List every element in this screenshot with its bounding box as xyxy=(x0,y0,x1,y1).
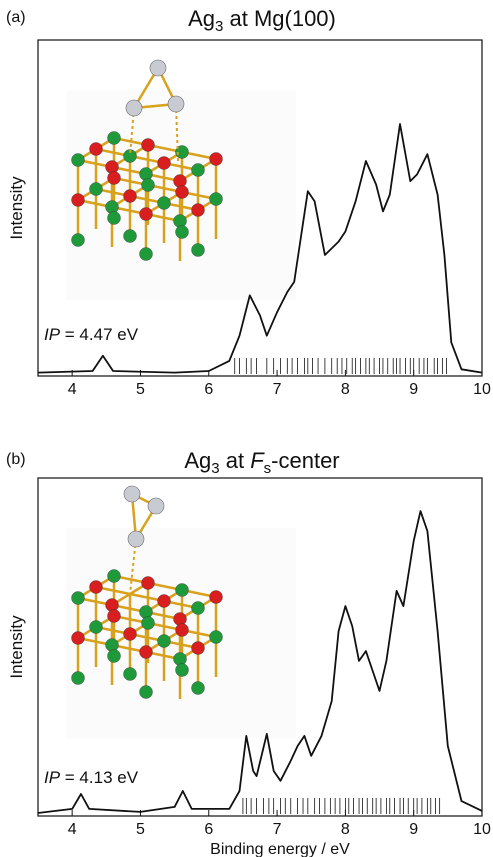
x-axis-label: Binding energy / eV xyxy=(210,841,350,857)
atom xyxy=(176,664,189,677)
atom xyxy=(192,642,205,655)
title-part: -center xyxy=(271,448,339,473)
atom xyxy=(174,215,187,228)
atom xyxy=(106,599,119,612)
y-axis-label: Intensity xyxy=(7,615,26,679)
atom xyxy=(140,646,153,659)
atom xyxy=(158,157,171,170)
ag-atom xyxy=(128,531,144,547)
atom xyxy=(210,153,223,166)
x-tick-label: 6 xyxy=(204,821,213,838)
atom xyxy=(142,139,155,152)
atom xyxy=(210,631,223,644)
atom xyxy=(124,230,137,243)
atom xyxy=(108,132,121,145)
atom xyxy=(124,190,137,203)
atom xyxy=(140,606,153,619)
atom xyxy=(90,143,103,156)
atom xyxy=(108,570,121,583)
annotation: IP = 4.47 eV xyxy=(44,325,139,344)
annotation: IP = 4.13 eV xyxy=(44,768,139,787)
title-subscript: 3 xyxy=(215,18,223,35)
x-tick-label: 7 xyxy=(273,381,282,398)
atom xyxy=(140,686,153,699)
x-tick-label: 8 xyxy=(341,821,350,838)
atom xyxy=(72,154,85,167)
atom xyxy=(176,226,189,239)
x-tick-label: 4 xyxy=(68,821,77,838)
atom xyxy=(90,581,103,594)
x-tick-label: 6 xyxy=(204,381,213,398)
ag-atom xyxy=(126,100,142,116)
atom xyxy=(140,208,153,221)
x-tick-label: 9 xyxy=(409,821,418,838)
atom xyxy=(108,212,121,225)
atom xyxy=(174,175,187,188)
atom xyxy=(192,602,205,615)
atom xyxy=(72,194,85,207)
annotation-part: = 4.13 eV xyxy=(60,768,139,787)
atom xyxy=(106,161,119,174)
atom xyxy=(142,179,155,192)
ag-atom xyxy=(150,60,166,76)
x-tick-label: 10 xyxy=(473,821,491,838)
annotation-part: = 4.47 eV xyxy=(60,325,139,344)
x-tick-label: 5 xyxy=(136,381,145,398)
atom xyxy=(72,632,85,645)
atom xyxy=(176,186,189,199)
x-tick-label: 5 xyxy=(136,821,145,838)
atom xyxy=(192,244,205,257)
title-part: at xyxy=(220,448,251,473)
atom xyxy=(124,628,137,641)
atom xyxy=(210,193,223,206)
ag-atom xyxy=(148,498,164,514)
annotation-part: IP xyxy=(44,768,61,787)
atom xyxy=(142,617,155,630)
title-part: Ag xyxy=(184,448,211,473)
atom xyxy=(192,682,205,695)
annotation-part: IP xyxy=(44,325,61,344)
atom xyxy=(124,668,137,681)
x-tick-label: 9 xyxy=(409,381,418,398)
title-subscript: 3 xyxy=(211,460,219,477)
atom xyxy=(142,577,155,590)
atom xyxy=(72,592,85,605)
title-part: Ag xyxy=(188,6,215,31)
x-tick-label: 10 xyxy=(473,381,491,398)
atom xyxy=(176,624,189,637)
y-axis-label: Intensity xyxy=(7,176,26,240)
title-subscript: s xyxy=(264,460,272,477)
atom xyxy=(90,183,103,196)
atom xyxy=(90,621,103,634)
atom xyxy=(108,172,121,185)
atom xyxy=(174,613,187,626)
atom xyxy=(72,672,85,685)
atom xyxy=(158,635,171,648)
panel-label: (a) xyxy=(6,9,26,26)
atom xyxy=(158,595,171,608)
atom xyxy=(140,168,153,181)
atom xyxy=(108,650,121,663)
atom xyxy=(108,610,121,623)
x-tick-label: 4 xyxy=(68,381,77,398)
atom xyxy=(174,653,187,666)
atom xyxy=(192,204,205,217)
atom xyxy=(106,201,119,214)
title-part: at Mg(100) xyxy=(223,6,336,31)
atom xyxy=(140,248,153,261)
chart-title: Ag3 at Fs-center xyxy=(184,448,339,477)
atom xyxy=(192,164,205,177)
atom xyxy=(158,197,171,210)
atom xyxy=(106,639,119,652)
atom xyxy=(176,584,189,597)
panel-label: (b) xyxy=(6,451,26,468)
atom xyxy=(72,234,85,247)
atom xyxy=(210,591,223,604)
x-tick-label: 7 xyxy=(273,821,282,838)
x-tick-label: 8 xyxy=(341,381,350,398)
ag-atom xyxy=(168,96,184,112)
ag-atom xyxy=(124,486,140,502)
figure: (a) Ag3 at Mg(100) IP = 4.47 eV (b) Ag3 … xyxy=(0,0,493,857)
chart-title: Ag3 at Mg(100) xyxy=(188,6,336,35)
